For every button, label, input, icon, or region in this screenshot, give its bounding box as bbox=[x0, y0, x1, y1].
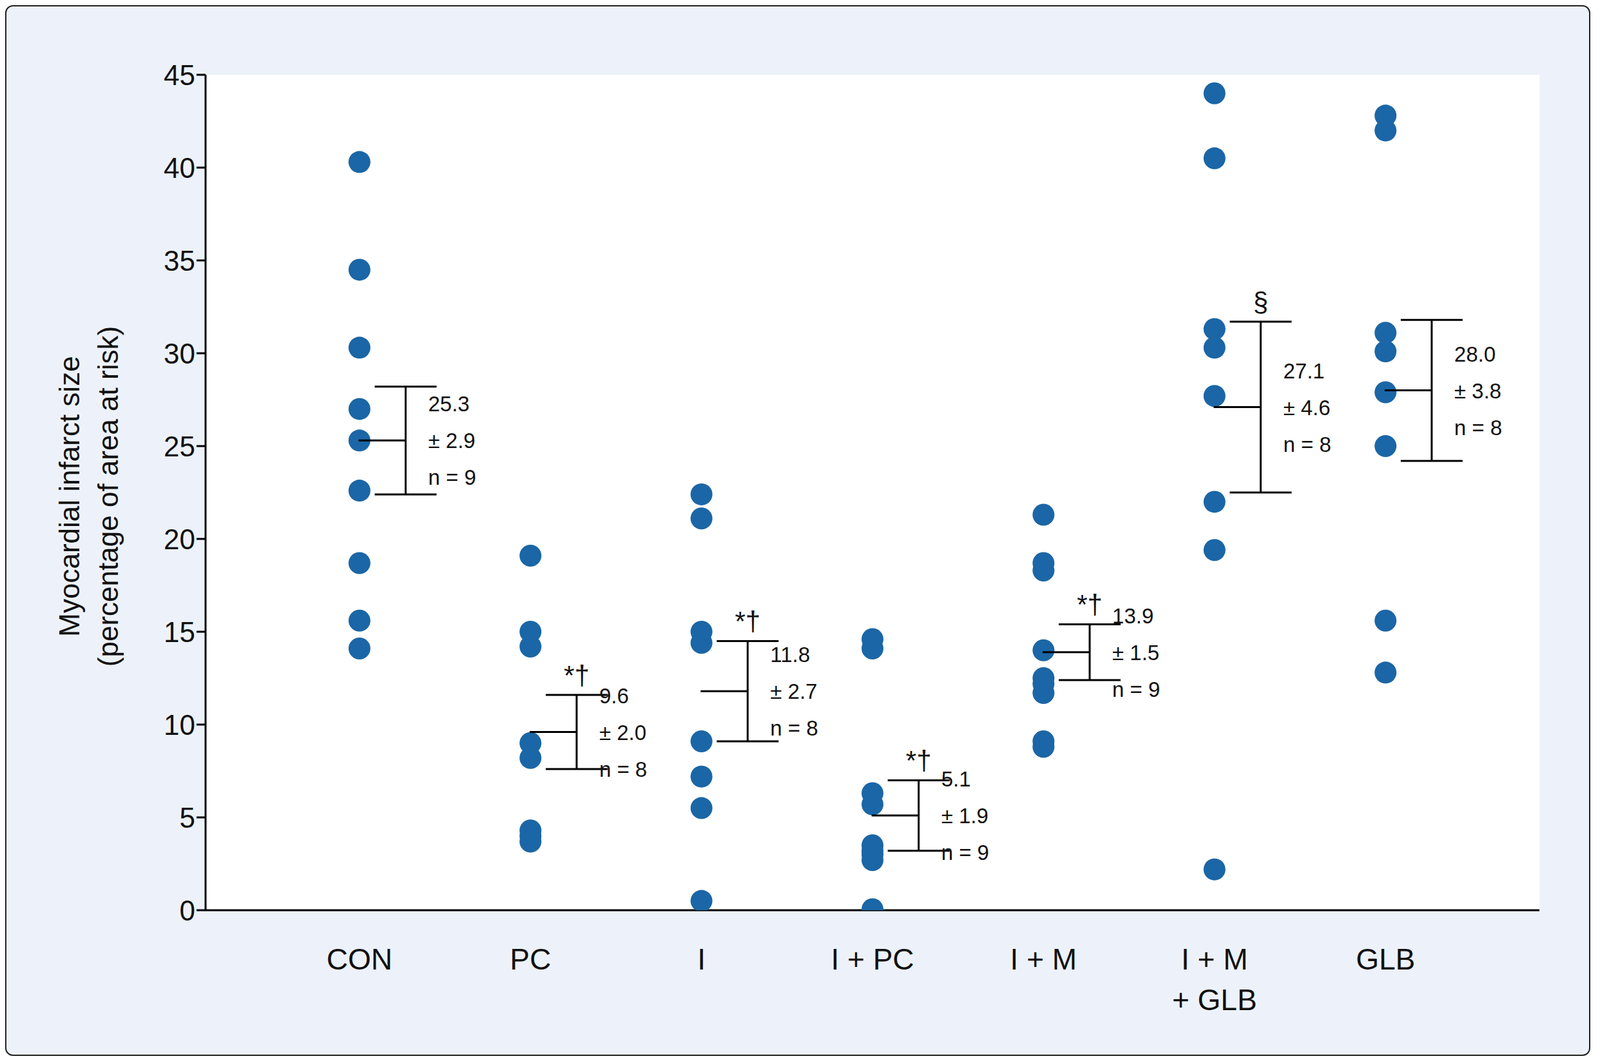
svg-text:± 2.9: ± 2.9 bbox=[428, 428, 476, 453]
svg-text:27.1: 27.1 bbox=[1282, 358, 1325, 383]
svg-text:5.1: 5.1 bbox=[941, 766, 972, 791]
svg-text:± 2.0: ± 2.0 bbox=[599, 720, 647, 745]
svg-text:§: § bbox=[1253, 286, 1269, 318]
svg-text:I: I bbox=[697, 942, 706, 976]
svg-text:± 1.9: ± 1.9 bbox=[941, 803, 989, 828]
svg-text:I + M: I + M bbox=[1010, 942, 1078, 976]
svg-text:n = 9: n = 9 bbox=[1112, 677, 1160, 702]
svg-text:CON: CON bbox=[326, 942, 393, 976]
svg-text:35: 35 bbox=[163, 244, 196, 277]
svg-text:30: 30 bbox=[163, 337, 196, 370]
svg-text:25.3: 25.3 bbox=[428, 391, 470, 416]
svg-text:13.9: 13.9 bbox=[1112, 603, 1154, 628]
svg-text:0: 0 bbox=[179, 894, 196, 926]
svg-text:± 2.7: ± 2.7 bbox=[770, 679, 818, 704]
svg-text:*†: *† bbox=[563, 659, 590, 691]
svg-text:n = 9: n = 9 bbox=[428, 465, 477, 490]
svg-text:I + M+ GLB: I + M+ GLB bbox=[1172, 942, 1258, 1017]
svg-text:40: 40 bbox=[163, 152, 196, 184]
svg-text:20: 20 bbox=[163, 523, 196, 555]
svg-text:n = 9: n = 9 bbox=[941, 840, 990, 865]
svg-text:n = 8: n = 8 bbox=[1454, 415, 1503, 440]
svg-text:*†: *† bbox=[734, 605, 761, 637]
svg-text:± 1.5: ± 1.5 bbox=[1112, 640, 1160, 665]
svg-text:9.6: 9.6 bbox=[599, 683, 629, 708]
svg-text:5: 5 bbox=[179, 801, 196, 834]
svg-text:GLB: GLB bbox=[1355, 942, 1416, 976]
svg-text:n = 8: n = 8 bbox=[770, 715, 818, 740]
svg-text:25: 25 bbox=[163, 430, 196, 463]
svg-text:PC: PC bbox=[509, 942, 551, 976]
svg-text:10: 10 bbox=[163, 708, 196, 741]
svg-text:I + PC: I + PC bbox=[830, 942, 914, 976]
svg-text:15: 15 bbox=[163, 616, 196, 648]
svg-text:n = 8: n = 8 bbox=[599, 757, 647, 781]
svg-text:28.0: 28.0 bbox=[1454, 342, 1496, 367]
svg-text:± 4.6: ± 4.6 bbox=[1282, 395, 1331, 420]
svg-text:*†: *† bbox=[1076, 588, 1103, 620]
html-text:(percentage of area at risk): (percentage of area at risk) bbox=[92, 325, 124, 667]
svg-text:*†: *† bbox=[906, 744, 932, 776]
svg-text:11.8: 11.8 bbox=[770, 642, 810, 667]
svg-text:± 3.8: ± 3.8 bbox=[1454, 378, 1502, 403]
svg-text:45: 45 bbox=[163, 59, 196, 91]
html-text:Myocardial infarct size: Myocardial infarct size bbox=[53, 355, 86, 637]
svg-text:n = 8: n = 8 bbox=[1282, 432, 1331, 457]
